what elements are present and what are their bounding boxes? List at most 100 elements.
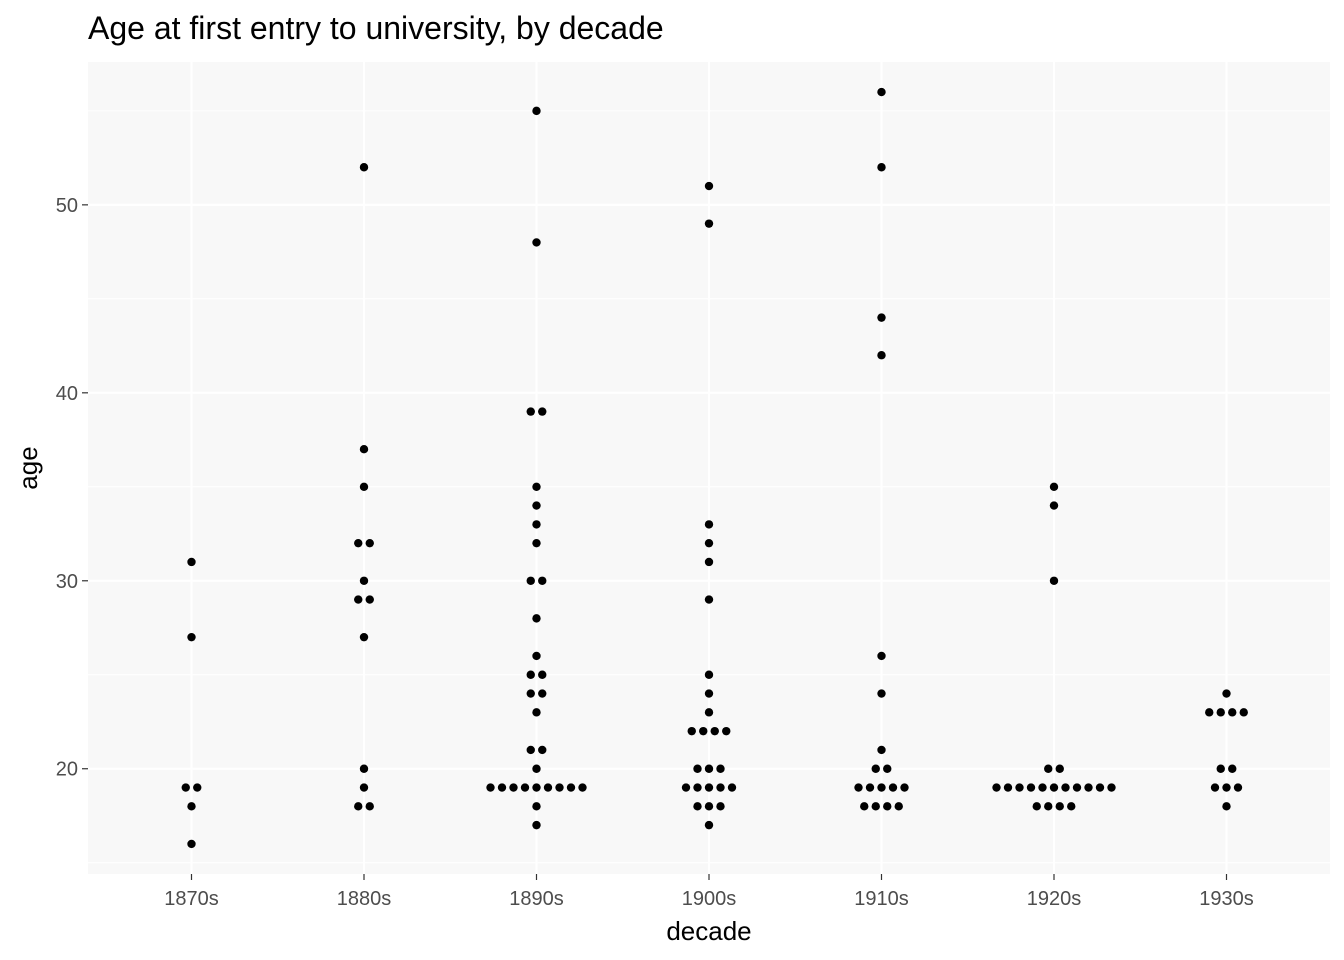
data-point [699, 726, 708, 736]
data-point [860, 802, 869, 811]
data-point [526, 407, 535, 416]
x-tick-label: 1920s [1027, 888, 1082, 910]
data-point [532, 614, 541, 623]
data-point [532, 783, 541, 792]
data-point [1049, 576, 1059, 585]
data-point [1205, 708, 1214, 717]
y-axis-title: age [13, 446, 43, 489]
data-point [1222, 689, 1231, 698]
data-point [532, 764, 541, 773]
x-axis: 1870s 1880s 1890s 1900s 1910s 1920s 1930s [164, 874, 1254, 910]
data-point [1067, 802, 1076, 811]
data-point [520, 783, 530, 792]
data-point [354, 538, 363, 548]
data-point [1239, 708, 1248, 717]
data-point [900, 783, 909, 792]
data-point [1003, 783, 1013, 792]
data-point [532, 708, 541, 717]
y-tick-label: 30 [56, 571, 78, 593]
data-points [181, 87, 1248, 849]
data-point [854, 783, 863, 792]
data-point [1095, 783, 1105, 792]
data-point [526, 576, 535, 585]
data-point [526, 689, 535, 698]
y-axis: 20 30 40 50 [56, 195, 88, 781]
x-tick-label: 1910s [854, 888, 909, 910]
data-point [1216, 764, 1225, 773]
y-tick-label: 40 [56, 383, 78, 405]
data-point [532, 538, 541, 548]
data-point [894, 802, 903, 811]
data-point [877, 651, 886, 661]
x-tick-label: 1870s [164, 888, 219, 910]
data-point [497, 783, 507, 792]
data-point [883, 764, 892, 773]
data-point [1061, 783, 1070, 792]
data-point [1216, 708, 1225, 717]
data-point [704, 538, 714, 548]
data-point [509, 783, 518, 792]
data-point [877, 783, 886, 792]
data-point [681, 783, 691, 792]
data-point [359, 445, 369, 454]
data-point [704, 764, 714, 773]
data-point [1049, 482, 1059, 491]
data-point [704, 557, 714, 567]
data-point [532, 802, 541, 811]
data-point [704, 520, 714, 529]
y-tick-label: 50 [56, 195, 78, 217]
data-point [865, 783, 875, 792]
y-tick-label: 20 [56, 759, 78, 781]
x-tick-label: 1890s [509, 888, 564, 910]
data-point [1222, 783, 1231, 792]
chart-title: Age at first entry to university, by dec… [88, 10, 664, 46]
grid [88, 62, 1330, 874]
data-point [687, 726, 696, 736]
data-point [722, 726, 731, 736]
data-point [1210, 783, 1220, 792]
data-point [888, 783, 898, 792]
data-point [538, 689, 547, 698]
data-point [1026, 783, 1036, 792]
data-point [1055, 764, 1064, 773]
data-point [992, 783, 1001, 792]
data-point [704, 820, 714, 830]
data-point [716, 764, 725, 773]
data-point [359, 632, 369, 642]
data-point [1038, 783, 1047, 792]
data-point [877, 163, 886, 172]
data-point [486, 783, 495, 792]
data-point [532, 820, 541, 830]
data-point [359, 764, 369, 773]
data-point [727, 783, 737, 792]
data-point [704, 708, 714, 717]
data-point [1084, 783, 1093, 792]
data-point [877, 351, 886, 360]
data-point [1044, 802, 1053, 811]
data-point [1233, 783, 1243, 792]
data-point [187, 557, 196, 567]
data-point [704, 689, 714, 698]
data-point [532, 651, 541, 661]
data-point [704, 181, 714, 191]
data-point [1222, 802, 1231, 811]
x-tick-label: 1900s [682, 888, 737, 910]
data-point [181, 783, 190, 792]
data-point [716, 783, 725, 792]
data-point [187, 632, 196, 642]
data-point [526, 670, 535, 679]
data-point [365, 538, 374, 548]
data-point [532, 501, 541, 510]
x-tick-label: 1880s [337, 888, 392, 910]
data-point [566, 783, 576, 792]
data-point [1228, 708, 1237, 717]
data-point [704, 219, 714, 228]
data-point [359, 482, 369, 491]
data-point [877, 689, 886, 698]
data-point [877, 313, 886, 322]
data-point [359, 576, 369, 585]
data-point [877, 745, 886, 755]
data-point [1072, 783, 1082, 792]
data-point [354, 802, 363, 811]
